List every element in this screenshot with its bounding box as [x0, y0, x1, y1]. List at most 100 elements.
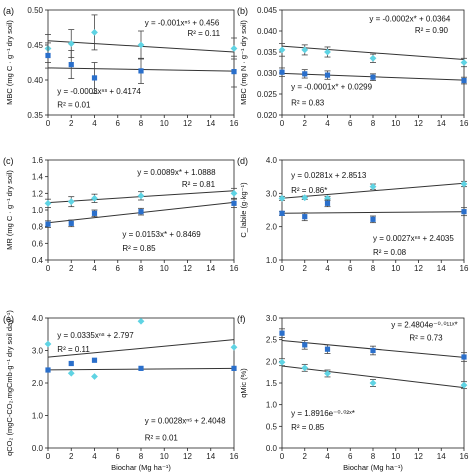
panel-label: (f): [237, 314, 246, 324]
data-point: [67, 198, 75, 206]
data-point: [68, 62, 74, 68]
y-tick-label: 0.035: [257, 48, 278, 57]
data-point: [231, 200, 237, 206]
x-tick-label: 12: [183, 452, 192, 461]
x-tick-label: 16: [460, 452, 469, 461]
x-tick-label: 2: [69, 452, 74, 461]
data-point: [45, 221, 51, 227]
data-point: [138, 209, 144, 215]
y-tick-label: 3.0: [266, 314, 278, 323]
panel-label: (d): [237, 156, 248, 166]
data-point: [278, 194, 286, 202]
x-tick-label: 6: [348, 119, 353, 128]
x-tick-label: 14: [206, 264, 215, 273]
data-point: [138, 68, 144, 74]
regression-annotation: y = -0.001xⁿˢ + 0.456: [145, 19, 220, 28]
data-point: [45, 367, 51, 373]
y-tick-label: 0.50: [27, 6, 43, 15]
regression-annotation: R² = 0.01: [57, 101, 91, 110]
regression-annotation: R² = 0.11: [188, 29, 221, 38]
x-tick-label: 0: [280, 119, 285, 128]
data-point: [302, 214, 308, 220]
x-tick-label: 6: [116, 119, 121, 128]
regression-annotation: y = 0.0027xⁿˢ + 2.4035: [373, 234, 454, 243]
data-point: [91, 210, 98, 216]
y-axis-label: qCO₂ (mgC-CO₂.mgCmb·g⁻¹ dry soil day⁻¹): [5, 310, 14, 456]
regression-annotation: y = 0.0335xⁿˢ + 2.797: [57, 331, 134, 340]
x-tick-label: 10: [160, 452, 169, 461]
data-point: [369, 183, 377, 191]
y-tick-label: 1.5: [266, 379, 278, 388]
fit-line: [47, 339, 235, 358]
data-point: [91, 373, 98, 380]
fit-line: [281, 211, 465, 214]
y-tick-label: 1.2: [32, 189, 44, 198]
regression-annotation: y = 2.4804e⁻⁰·⁰¹¹ˣ*: [391, 321, 457, 330]
regression-annotation: y = 0.0153x* + 0.8469: [122, 230, 201, 239]
y-axis-label: MBC (mg C · g⁻¹ dry soil): [5, 20, 14, 105]
regression-annotation: R² = 0.73: [409, 334, 443, 343]
data-point: [369, 54, 377, 62]
data-point: [460, 180, 468, 188]
y-tick-label: 0.025: [257, 90, 278, 99]
data-point: [279, 210, 285, 216]
x-tick-label: 10: [391, 264, 400, 273]
x-axis-label: Biochar (Mg ha⁻¹): [111, 463, 171, 472]
fit-line: [281, 45, 465, 61]
x-tick-label: 2: [69, 264, 74, 273]
y-tick-label: 0.40: [27, 76, 43, 85]
data-point: [370, 74, 376, 80]
x-tick-label: 14: [206, 119, 215, 128]
x-tick-label: 4: [92, 452, 97, 461]
x-tick-label: 4: [325, 264, 330, 273]
x-tick-label: 16: [230, 264, 239, 273]
x-tick-label: 4: [92, 119, 97, 128]
x-tick-label: 6: [116, 264, 121, 273]
data-point: [68, 360, 74, 367]
y-tick-label: 2.0: [32, 379, 44, 388]
y-axis-label: qMic (%): [239, 368, 248, 398]
data-point: [230, 189, 238, 197]
panel-label: (e): [3, 314, 14, 324]
regression-annotation: y = 1.8916e⁻⁰·⁰²ˣ*: [291, 409, 355, 418]
y-tick-label: 0.020: [257, 111, 278, 120]
x-tick-label: 2: [303, 452, 308, 461]
x-tick-label: 2: [69, 119, 74, 128]
data-point: [370, 216, 376, 222]
data-point: [460, 381, 468, 389]
y-tick-label: 0.35: [27, 111, 43, 120]
x-tick-label: 8: [371, 452, 376, 461]
y-axis-label: MR (mg C · g⁻¹ dry soil): [5, 170, 14, 250]
x-tick-label: 12: [414, 264, 423, 273]
data-point: [461, 77, 467, 84]
x-tick-label: 0: [46, 452, 51, 461]
y-tick-label: 4.0: [266, 156, 278, 165]
x-tick-label: 12: [183, 119, 192, 128]
data-point: [230, 343, 238, 351]
x-tick-label: 4: [92, 264, 97, 273]
data-point: [231, 69, 237, 75]
y-tick-label: 1.6: [32, 156, 44, 165]
panel-label: (b): [237, 6, 248, 16]
regression-annotation: R² = 0.85: [291, 423, 325, 432]
y-tick-label: 0.45: [27, 41, 43, 50]
regression-annotation: y = -0.0003xⁿˢ + 0.4174: [57, 87, 141, 96]
x-tick-label: 10: [391, 452, 400, 461]
data-point: [138, 365, 144, 371]
data-point: [67, 369, 75, 377]
regression-annotation: R² = 0.83: [291, 98, 325, 107]
data-point: [230, 45, 238, 52]
y-axis-label: MBC (mg N · g⁻¹ dry soil): [239, 20, 248, 105]
x-tick-label: 14: [206, 452, 215, 461]
regression-annotation: R² = 0.11: [57, 345, 90, 354]
y-tick-label: 0.5: [266, 422, 278, 431]
data-point: [324, 72, 331, 78]
x-tick-label: 16: [230, 452, 239, 461]
data-point: [231, 365, 237, 371]
data-point: [461, 354, 467, 360]
data-point: [279, 330, 285, 336]
data-point: [324, 370, 331, 377]
y-tick-label: 0.045: [257, 6, 278, 15]
x-tick-label: 12: [414, 119, 423, 128]
data-point: [91, 75, 98, 81]
